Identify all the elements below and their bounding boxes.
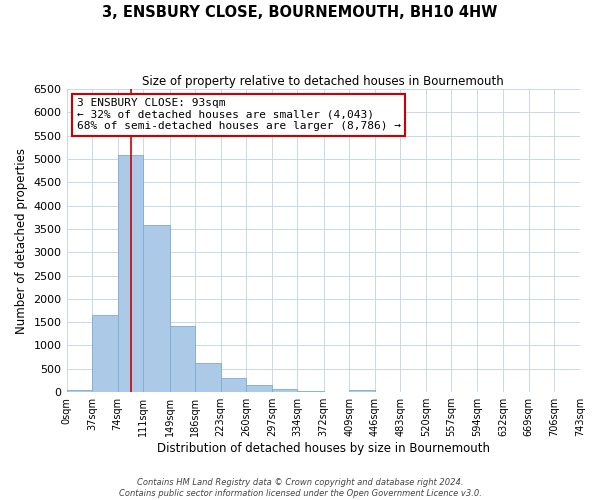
- Bar: [170, 326, 195, 392]
- Bar: [143, 225, 170, 392]
- Bar: [221, 378, 246, 392]
- Bar: [118, 156, 143, 392]
- Text: 3 ENSBURY CLOSE: 93sqm
← 32% of detached houses are smaller (4,043)
68% of semi-: 3 ENSBURY CLOSE: 93sqm ← 32% of detached…: [77, 98, 401, 132]
- Bar: [246, 385, 272, 392]
- Title: Size of property relative to detached houses in Bournemouth: Size of property relative to detached ho…: [142, 75, 504, 88]
- Bar: [349, 390, 375, 392]
- Text: Contains HM Land Registry data © Crown copyright and database right 2024.
Contai: Contains HM Land Registry data © Crown c…: [119, 478, 481, 498]
- Bar: [272, 389, 298, 392]
- X-axis label: Distribution of detached houses by size in Bournemouth: Distribution of detached houses by size …: [157, 442, 490, 455]
- Y-axis label: Number of detached properties: Number of detached properties: [15, 148, 28, 334]
- Bar: [92, 315, 118, 392]
- Bar: [298, 391, 323, 392]
- Bar: [67, 390, 92, 392]
- Text: 3, ENSBURY CLOSE, BOURNEMOUTH, BH10 4HW: 3, ENSBURY CLOSE, BOURNEMOUTH, BH10 4HW: [103, 5, 497, 20]
- Bar: [195, 363, 221, 392]
